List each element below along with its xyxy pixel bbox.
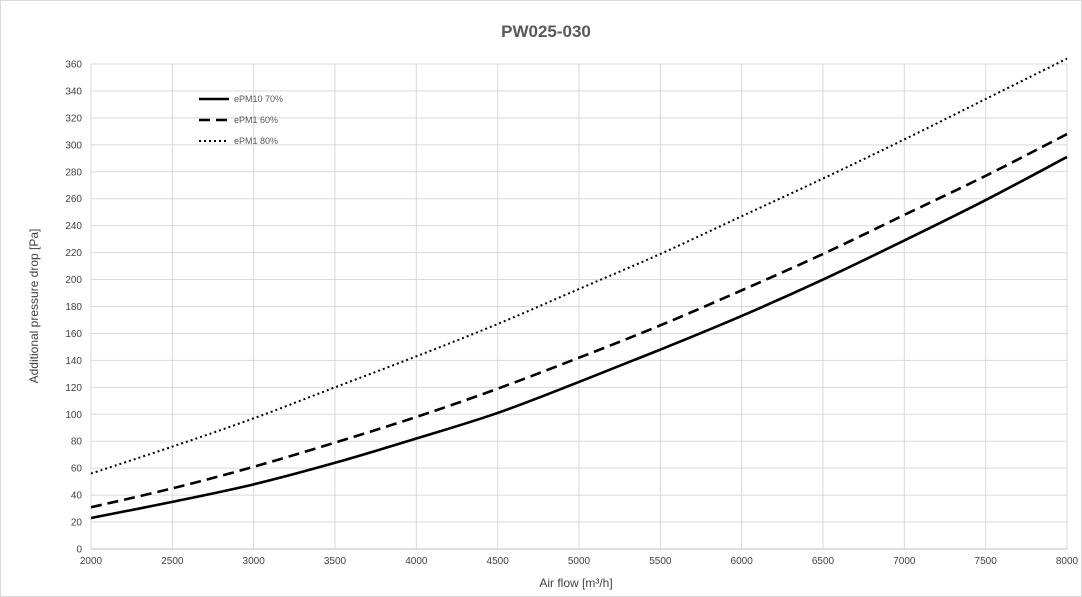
x-tick-label: 3000 xyxy=(243,556,266,567)
y-tick-label: 20 xyxy=(71,518,83,529)
axes: 0 20 40 60 80 100 120 140 160 180 200 220 240 260 280 3… xyxy=(65,60,1078,568)
x-tick-label: 3500 xyxy=(324,556,347,567)
y-tick-label: 340 xyxy=(65,86,82,97)
x-tick-label: 5000 xyxy=(568,556,591,567)
x-tick-label: 6000 xyxy=(731,556,754,567)
x-tick-label: 7000 xyxy=(893,556,916,567)
y-tick-label: 120 xyxy=(65,383,82,394)
y-tick-label: 220 xyxy=(65,248,82,259)
legend-label: ePM1 60% xyxy=(234,115,278,125)
legend: ePM10 70% ePM1 60% ePM1 80% xyxy=(199,94,283,146)
y-tick-label: 60 xyxy=(71,464,83,475)
y-tick-label: 40 xyxy=(71,491,83,502)
y-tick-label: 0 xyxy=(76,545,82,556)
y-tick-label: 240 xyxy=(65,221,82,232)
legend-label: ePM10 70% xyxy=(234,94,283,104)
y-tick-label: 160 xyxy=(65,329,82,340)
x-tick-label: 6500 xyxy=(812,556,835,567)
y-tick-label: 300 xyxy=(65,140,82,151)
y-tick-label: 140 xyxy=(65,356,82,367)
series-line-2 xyxy=(90,57,1068,475)
series-line-0 xyxy=(90,155,1068,520)
x-tick-label: 8000 xyxy=(1056,556,1079,567)
y-tick-label: 260 xyxy=(65,194,82,205)
y-tick-label: 320 xyxy=(65,113,82,124)
x-tick-label: 2000 xyxy=(80,556,103,567)
y-tick-label: 280 xyxy=(65,167,82,178)
legend-label: ePM1 80% xyxy=(234,136,278,146)
y-tick-label: 360 xyxy=(65,60,82,71)
x-tick-label: 7500 xyxy=(975,556,998,567)
x-tick-label: 4000 xyxy=(405,556,428,567)
series-line-1 xyxy=(90,132,1068,509)
grid xyxy=(90,63,1068,550)
y-tick-label: 80 xyxy=(71,437,83,448)
x-axis-label: Air flow [m³/h] xyxy=(539,576,612,590)
y-axis-label: Additional pressure drop [Pa] xyxy=(27,229,41,384)
x-tick-label: 4500 xyxy=(487,556,510,567)
x-tick-label: 2500 xyxy=(161,556,184,567)
chart-title: PW025-030 xyxy=(501,22,591,41)
y-tick-label: 180 xyxy=(65,302,82,313)
y-tick-label: 100 xyxy=(65,410,82,421)
x-tick-label: 5500 xyxy=(649,556,672,567)
series-group xyxy=(90,57,1068,520)
y-tick-label: 200 xyxy=(65,275,82,286)
